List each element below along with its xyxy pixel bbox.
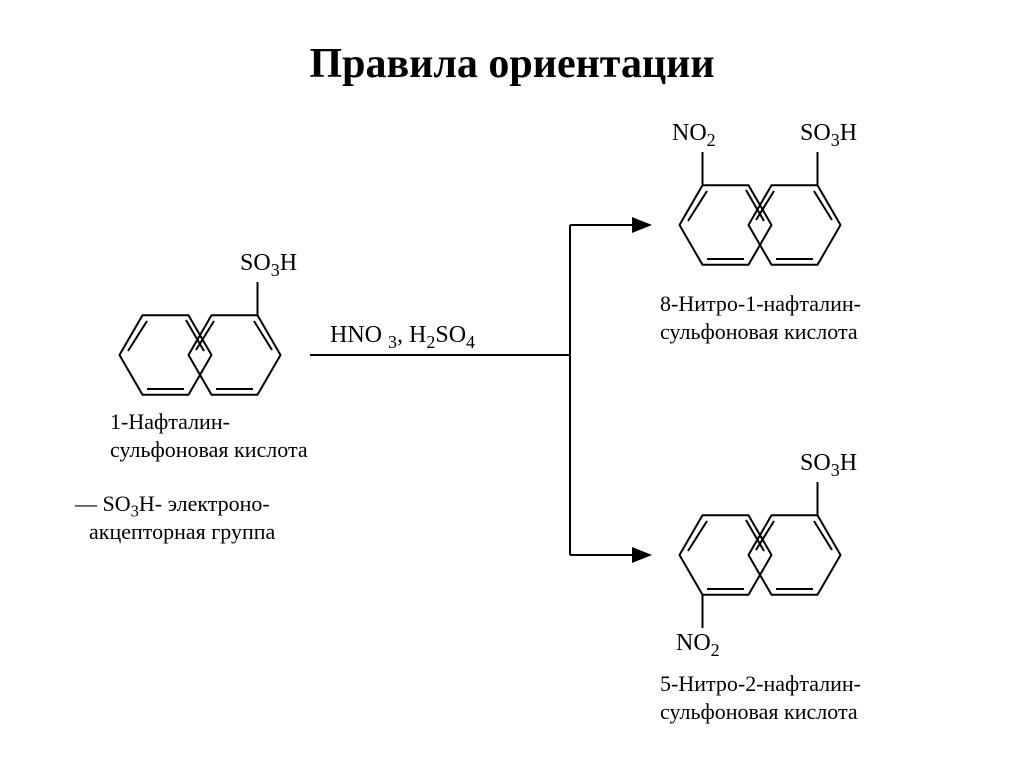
- reaction-arrows: [310, 225, 650, 555]
- product-a-no2: NO2: [672, 120, 716, 147]
- page-root: Правила ориентации: [0, 0, 1024, 768]
- reactant-substituent: SO3H: [240, 250, 297, 277]
- product-a-naphthalene: [680, 152, 841, 265]
- product-a-so3h: SO3H: [800, 120, 857, 147]
- product-b-naphthalene: [680, 482, 841, 628]
- diagram-svg: [0, 0, 1024, 768]
- reactant-name: 1-Нафталин- сульфоновая кислота: [110, 408, 308, 463]
- reagents-label: HNO 3, H2SO4: [330, 322, 475, 349]
- product-b-so3h: SO3H: [800, 450, 857, 477]
- reactant-naphthalene: [120, 282, 281, 395]
- ewg-note: — SO3H- электроно- акцепторная группа: [75, 490, 275, 545]
- product-b-no2: NO2: [676, 630, 720, 657]
- product-a-name: 8-Нитро-1-нафталин- сульфоновая кислота: [660, 290, 861, 345]
- product-b-name: 5-Нитро-2-нафталин- сульфоновая кислота: [660, 670, 861, 725]
- page-title: Правила ориентации: [0, 40, 1024, 88]
